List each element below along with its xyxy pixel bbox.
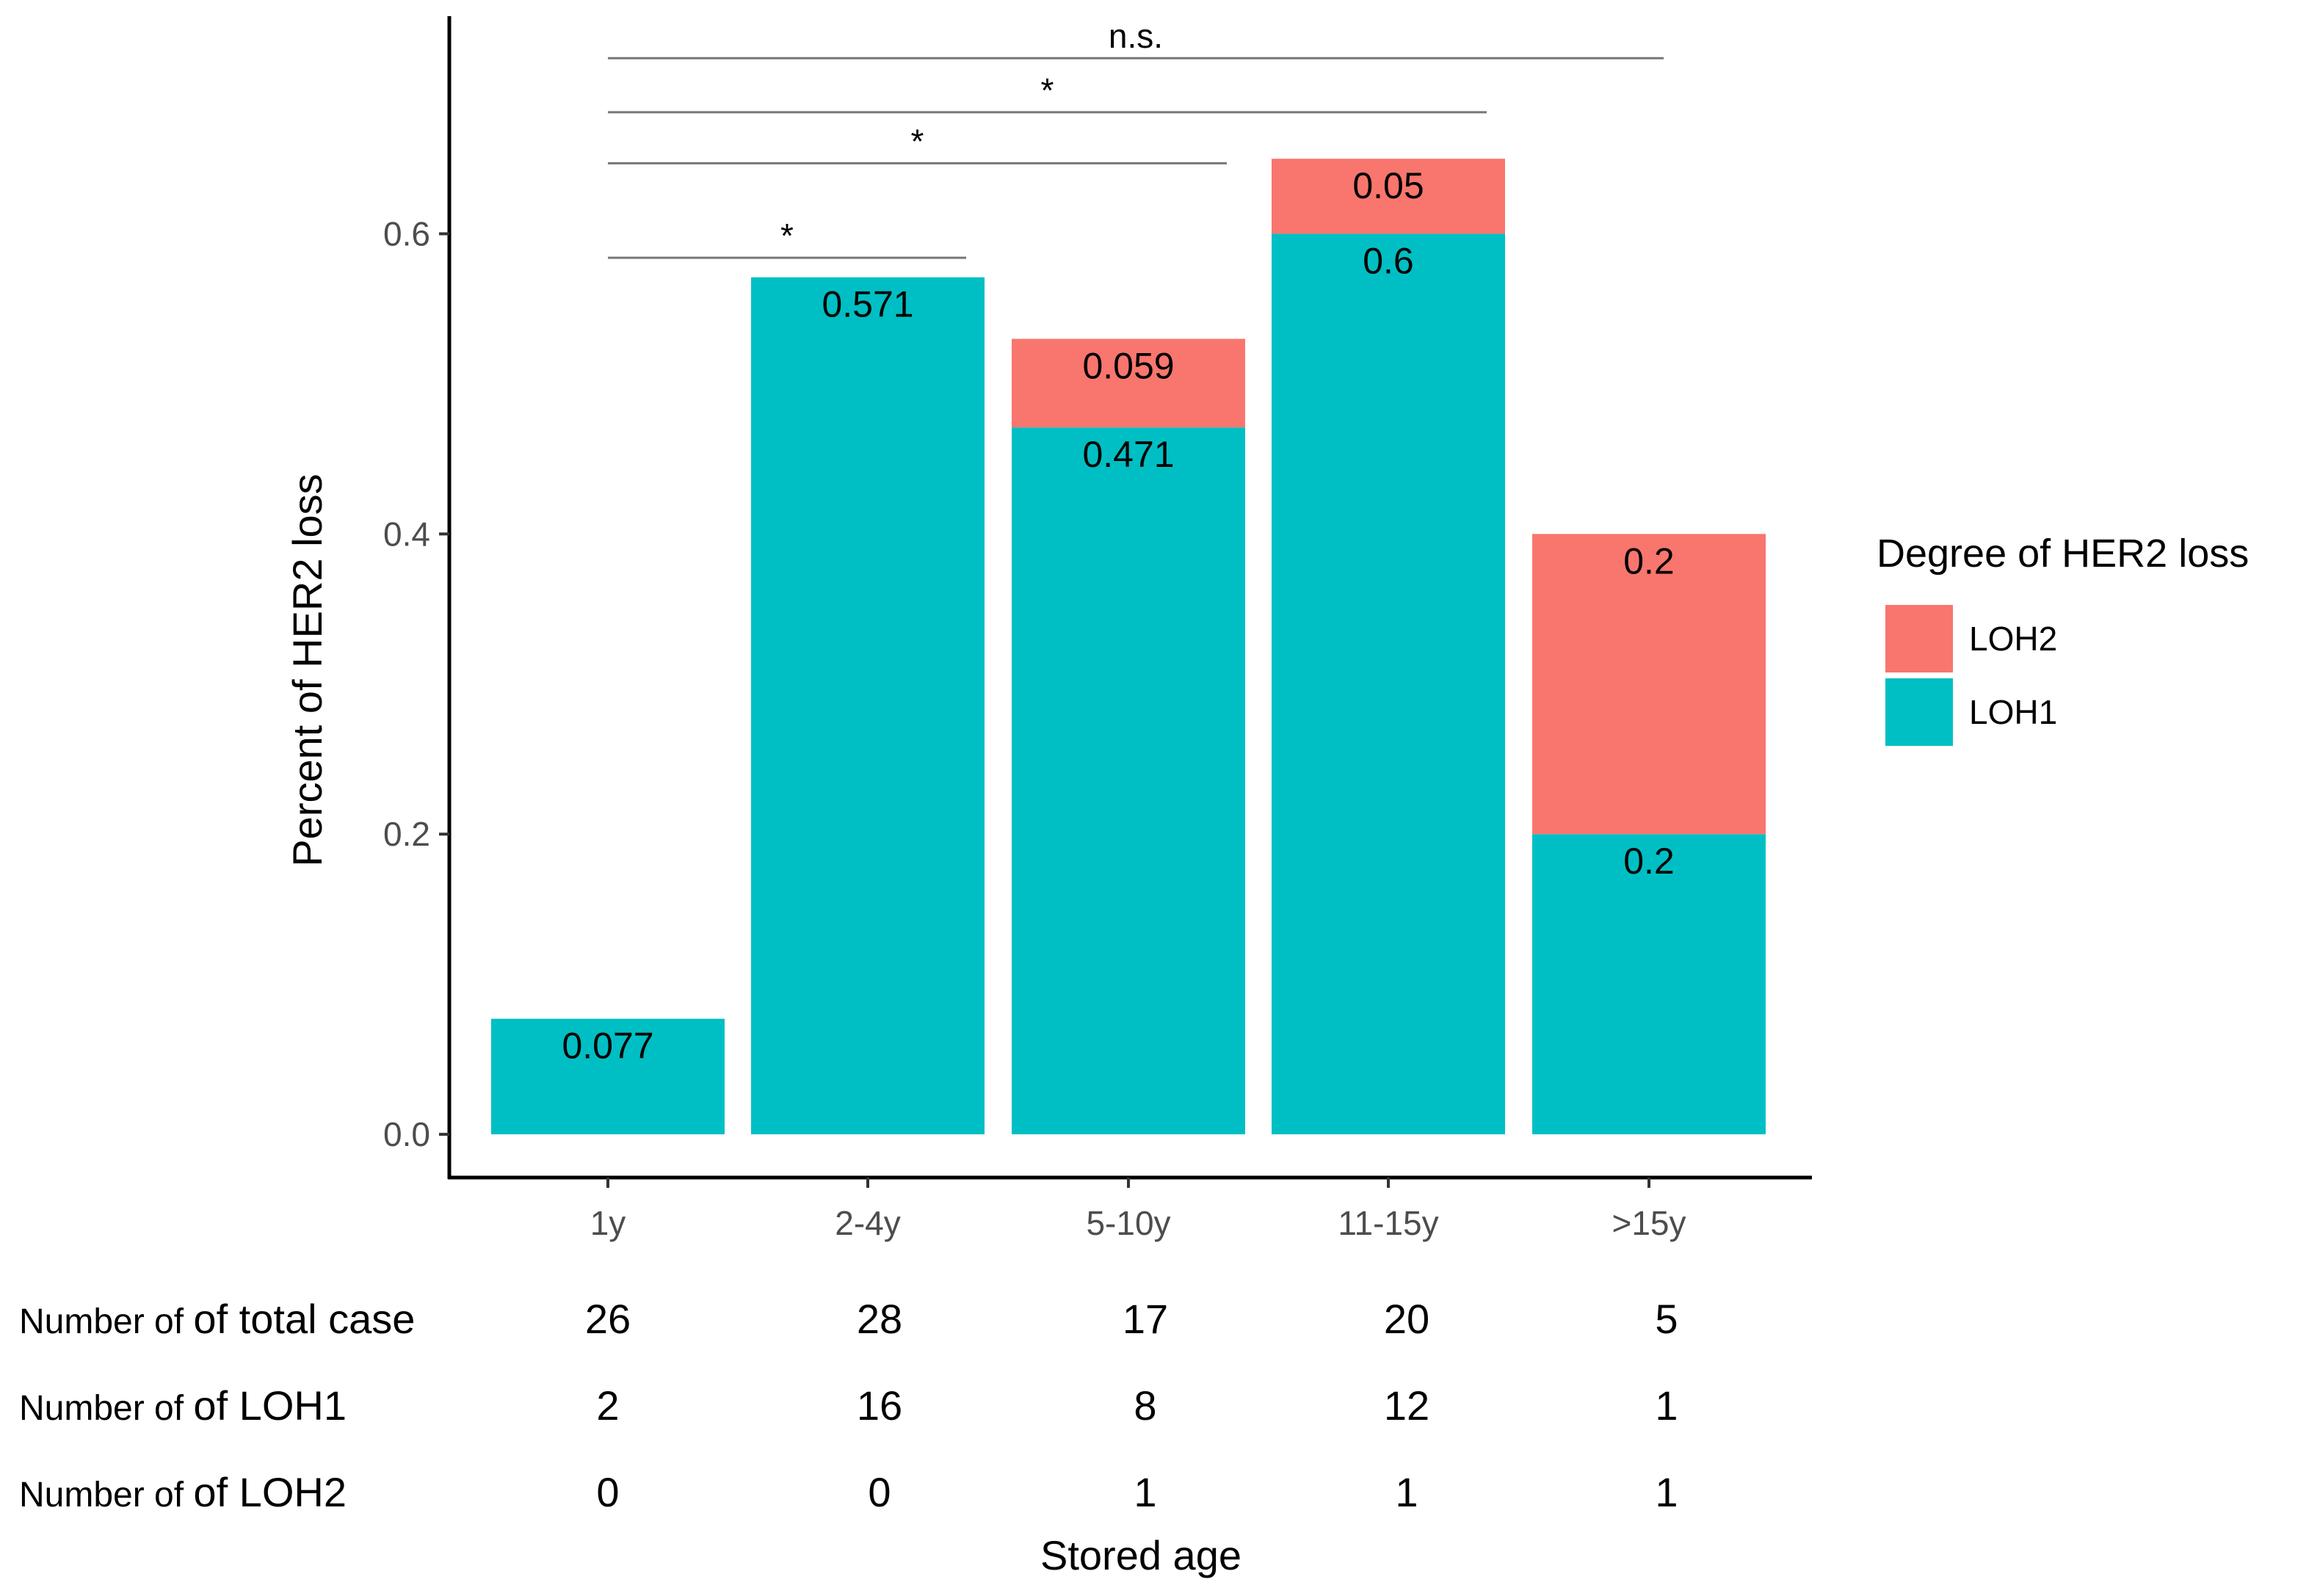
table-row-prefix: Number of [19,1476,193,1515]
bar-label-loh2-3: 0.05 [1352,165,1424,206]
bar-loh1-3 [1272,233,1505,1135]
bar-loh2-3 [1272,159,1505,234]
table-cell-0-0: 26 [585,1296,631,1342]
table-cell-1-2: 8 [1134,1382,1156,1429]
legend-label-loh2: LOH2 [1969,620,2057,658]
y-tick-label-0: 0.0 [383,1115,430,1153]
bar-label-loh2-2: 0.059 [1082,346,1174,387]
table-cell-2-1: 0 [868,1469,891,1515]
bar-labels: 0.077 0.571 0.471 0.059 0.6 0.05 0.2 0.2 [562,165,1674,1066]
x-tick-label-0: 1y [590,1204,626,1242]
table-cell-2-0: 0 [596,1469,619,1515]
table-cell-0-1: 28 [857,1296,902,1342]
bar-label-loh1-4: 0.2 [1623,841,1675,882]
bar-label-loh1-2: 0.471 [1082,434,1174,475]
bar-label-loh1-1: 0.571 [822,284,913,325]
table-cell-2-2: 1 [1134,1469,1156,1515]
table-row-prefix: Number of [19,1389,193,1428]
table-cell-1-0: 2 [596,1382,619,1429]
y-tick-label-2: 0.4 [383,515,430,553]
bars [491,159,1766,1135]
bar-loh1-0 [491,1018,725,1135]
x-tick-label-3: 11-15y [1338,1204,1438,1242]
significance-label-2: * [1041,71,1054,109]
table-cell-0-2: 17 [1123,1296,1168,1342]
legend-label-loh1: LOH1 [1969,693,2057,731]
y-ticks: 0.0 0.2 0.4 0.6 [383,214,449,1153]
x-axis-title: Stored age [1040,1532,1241,1578]
x-tick-label-4: >15y [1612,1204,1686,1242]
table-row-prefix: Number of [19,1302,193,1341]
significance-label-0: * [780,217,794,255]
table-cell-0-3: 20 [1384,1296,1429,1342]
bar-loh1-2 [1012,427,1245,1135]
bar-loh1-4 [1532,834,1766,1135]
table-row-label-1: Number of of LOH1 [19,1382,347,1429]
table-cell-2-4: 1 [1655,1469,1678,1515]
bar-loh1-1 [751,277,985,1135]
y-tick-label-3: 0.6 [383,214,430,253]
bar-loh2-2 [1012,338,1245,428]
legend: Degree of HER2 loss LOH2 LOH1 [1877,532,2249,746]
table-row-label: of LOH1 [193,1382,347,1429]
table-cell-2-3: 1 [1395,1469,1418,1515]
legend-title: Degree of HER2 loss [1877,532,2249,576]
table-cell-1-1: 16 [857,1382,902,1429]
significance-label-1: * [911,122,924,160]
table-cell-1-3: 12 [1384,1382,1429,1429]
bar-label-loh1-0: 0.077 [562,1026,653,1067]
table-row-label: of LOH2 [193,1469,347,1515]
x-tick-label-1: 2-4y [835,1204,900,1242]
y-tick-label-1: 0.2 [383,815,430,853]
legend-swatch-loh2 [1885,605,1953,672]
table-cell-1-4: 1 [1655,1382,1678,1429]
bar-label-loh1-3: 0.6 [1363,240,1414,281]
table-row-label-0: Number of of total case [19,1296,415,1342]
significance-brackets: * * * n.s. [608,17,1664,259]
table-cell-0-4: 5 [1655,1296,1678,1342]
x-tick-label-2: 5-10y [1086,1204,1170,1242]
y-axis-title: Percent of HER2 loss [284,474,330,866]
legend-swatch-loh1 [1885,678,1953,746]
table-row-label: of total case [193,1296,415,1342]
bar-label-loh2-4: 0.2 [1623,540,1675,581]
bar-loh2-4 [1532,534,1766,835]
table-row-label-2: Number of of LOH2 [19,1469,347,1515]
significance-label-3: n.s. [1109,17,1163,55]
x-ticks: 1y 2-4y 5-10y 11-15y >15y [590,1178,1686,1242]
